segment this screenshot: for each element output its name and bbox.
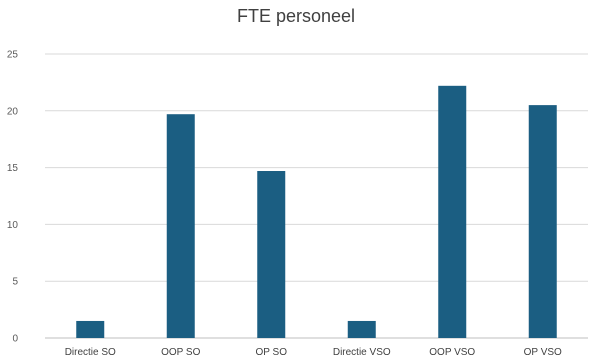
- x-tick-label: OOP SO: [161, 347, 200, 358]
- bar-directie-vso: [347, 320, 376, 338]
- bar-directie-so: [76, 320, 105, 338]
- y-tick-label: 25: [7, 50, 19, 61]
- bar-oop-vso: [438, 85, 467, 338]
- y-tick-label: 10: [7, 220, 19, 231]
- y-tick-label: 5: [12, 277, 18, 288]
- x-tick-label: OP VSO: [524, 347, 562, 358]
- x-tick-label: OOP VSO: [429, 347, 475, 358]
- y-tick-label: 20: [7, 106, 19, 117]
- y-tick-label: 15: [7, 163, 19, 174]
- bar-op-vso: [528, 105, 557, 339]
- x-tick-label: Directie SO: [65, 347, 116, 358]
- chart-title: FTE personeel: [236, 6, 356, 26]
- y-tick-label: 0: [12, 334, 18, 345]
- bar-oop-so: [166, 114, 195, 338]
- x-tick-label: Directie VSO: [333, 347, 391, 358]
- x-tick-label: OP SO: [256, 347, 288, 358]
- bar-op-so: [257, 171, 286, 338]
